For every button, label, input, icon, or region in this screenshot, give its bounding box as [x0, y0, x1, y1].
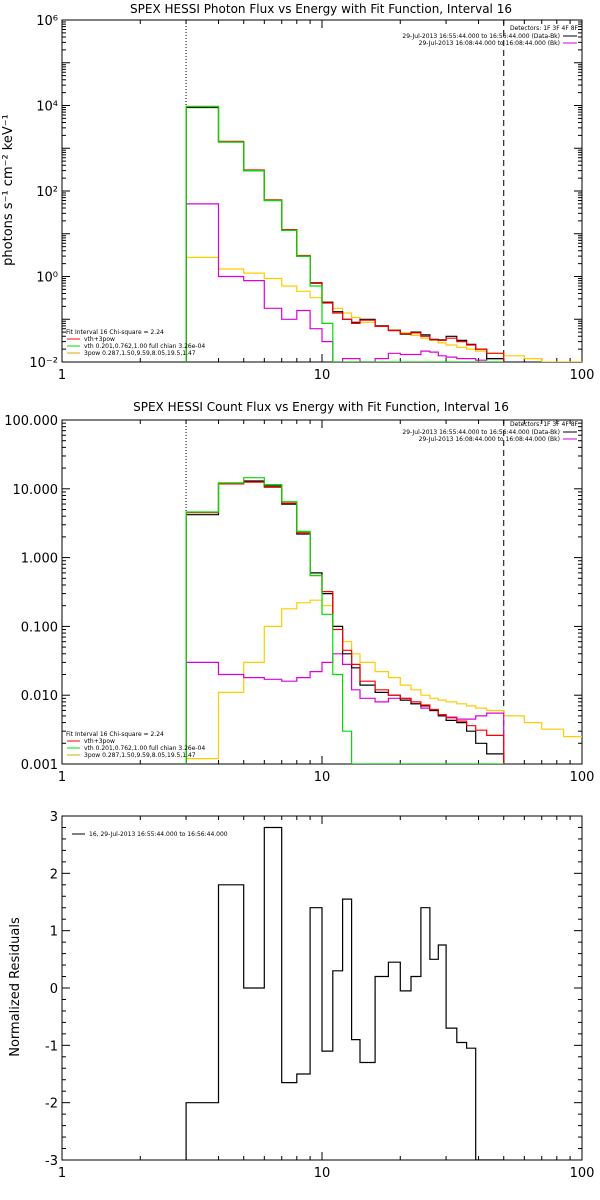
- residuals-ylabel: Normalized Residuals: [8, 917, 23, 1057]
- count-flux-ytick-label: 0.001: [21, 758, 58, 773]
- photon-flux-legend-bk: 29-Jul-2013 16:08:44.000 to 16:08:44.000…: [419, 40, 560, 47]
- residuals-ytick-label: -2: [45, 1097, 58, 1112]
- photon-flux-detectors: Detectors: 1F 3F 4F 8F: [510, 25, 579, 32]
- photon-flux-legend-bottom: Fit Interval 16 Chi-square = 2.24 vth+3p…: [66, 329, 205, 357]
- residuals-ytick-label: 2: [50, 867, 58, 882]
- photon-flux-plot: 1 10 100 10⁻² 10⁰ 10² 10⁴ 10⁶: [29, 14, 594, 383]
- count-flux-ytick-label: 0.010: [21, 689, 58, 704]
- photon-flux-fitinfo: Fit Interval 16 Chi-square = 2.24: [66, 329, 164, 336]
- count-flux-ytick-label: 1.000: [21, 552, 58, 567]
- photon-flux-legend-data: 29-Jul-2013 16:55:44.000 to 16:56:44.000…: [402, 33, 560, 40]
- residuals-ytick-label: 3: [50, 810, 58, 825]
- residuals-xtick-label: 1: [58, 1166, 66, 1181]
- count-flux-legend-top: Detectors: 1F 3F 4F 8F 29-Jul-2013 16:55…: [402, 421, 578, 443]
- count-flux-legend-bottom: Fit Interval 16 Chi-square = 2.24 vth+3p…: [66, 731, 205, 759]
- residuals-xtick-label: 100: [570, 1166, 595, 1181]
- count-flux-legend-total: vth+3pow: [84, 738, 115, 745]
- photon-flux-legend-total: vth+3pow: [84, 336, 115, 343]
- count-flux-detectors: Detectors: 1F 3F 4F 8F: [510, 421, 579, 428]
- count-flux-legend-data: 29-Jul-2013 16:55:44.000 to 16:56:44.000…: [402, 429, 560, 436]
- count-flux-legend-pow: 3pow 0.287,1.50,9.59,8.05,19.5,1.47: [84, 752, 196, 759]
- photon-flux-series-background: [185, 256, 582, 362]
- count-flux-legend-bk: 29-Jul-2013 16:08:44.000 to 16:08:44.000…: [419, 436, 560, 443]
- count-flux-series-total: [185, 481, 505, 764]
- residuals-legend: 16, 29-Jul-2013 16:55:44.000 to 16:56:44…: [72, 831, 228, 838]
- residuals-legend-text: 16, 29-Jul-2013 16:55:44.000 to 16:56:44…: [89, 831, 228, 838]
- count-flux-ytick-label: 100.000: [4, 414, 58, 429]
- residuals-ytick-label: -3: [45, 1154, 58, 1169]
- photon-flux-xtick-label: 100: [570, 368, 595, 383]
- residuals-ytick-label: 1: [50, 925, 58, 940]
- residuals-ytick-label: -1: [45, 1039, 58, 1054]
- photon-flux-ylabel: photons s⁻¹ cm⁻² keV⁻¹: [1, 114, 16, 266]
- residuals-plot: 1 10 100 -3 -2 -1 0 1 2 3: [45, 810, 594, 1181]
- photon-flux-series-total: [185, 105, 505, 362]
- count-flux-series-data: [185, 480, 505, 764]
- photon-flux-ytick-label: 10⁻²: [29, 356, 58, 371]
- photon-flux-legend-pow: 3pow 0.287,1.50,9.59,8.05,19.5,1.47: [84, 350, 196, 357]
- photon-flux-xtick-label: 10: [314, 368, 331, 383]
- count-flux-xtick-label: 10: [314, 770, 331, 785]
- photon-flux-legend-top: Detectors: 1F 3F 4F 8F 29-Jul-2013 16:55…: [402, 25, 578, 47]
- photon-flux-legend-thermal: vth 0.201,0.762,1.00 full chian 3.26e-04: [84, 343, 205, 350]
- residuals-xtick-label: 10: [314, 1166, 331, 1181]
- count-flux-series-nonthermal: [185, 653, 505, 764]
- photon-flux-title: SPEX HESSI Photon Flux vs Energy with Fi…: [130, 2, 512, 16]
- residuals-series-residuals: [185, 826, 504, 1160]
- count-flux-series-background: [185, 599, 582, 764]
- count-flux-panel: SPEX HESSI Count Flux vs Energy with Fit…: [4, 400, 594, 785]
- count-flux-xtick-label: 100: [570, 770, 595, 785]
- count-flux-plot: 1 10 100 0.001 0.010 0.100 1.000 10.000 100.000: [4, 414, 594, 785]
- count-flux-ytick-label: 0.100: [21, 620, 58, 635]
- photon-flux-ytick-label: 10⁰: [36, 271, 58, 286]
- photon-flux-ytick-label: 10⁶: [36, 14, 58, 29]
- count-flux-xtick-label: 1: [58, 770, 66, 785]
- photon-flux-xtick-label: 1: [58, 368, 66, 383]
- photon-flux-series-nonthermal: [185, 203, 505, 362]
- count-flux-legend-thermal: vth 0.201,0.762,1.00 full chian 3.26e-04: [84, 745, 205, 752]
- count-flux-ytick-label: 10.000: [13, 483, 59, 498]
- photon-flux-series-thermal: [185, 105, 504, 362]
- count-flux-fitinfo: Fit Interval 16 Chi-square = 2.24: [66, 731, 164, 738]
- photon-flux-panel: SPEX HESSI Photon Flux vs Energy with Fi…: [1, 2, 594, 383]
- residuals-panel: Normalized Residuals 1 10 100 -3 -2 -1 0 1 2 3 16…: [8, 810, 594, 1181]
- residuals-ytick-label: 0: [50, 982, 58, 997]
- count-flux-series-thermal: [185, 477, 504, 764]
- count-flux-title: SPEX HESSI Count Flux vs Energy with Fit…: [133, 400, 509, 414]
- photon-flux-series-data: [185, 106, 505, 362]
- photon-flux-ytick-label: 10²: [36, 185, 58, 200]
- photon-flux-ytick-label: 10⁴: [36, 100, 58, 115]
